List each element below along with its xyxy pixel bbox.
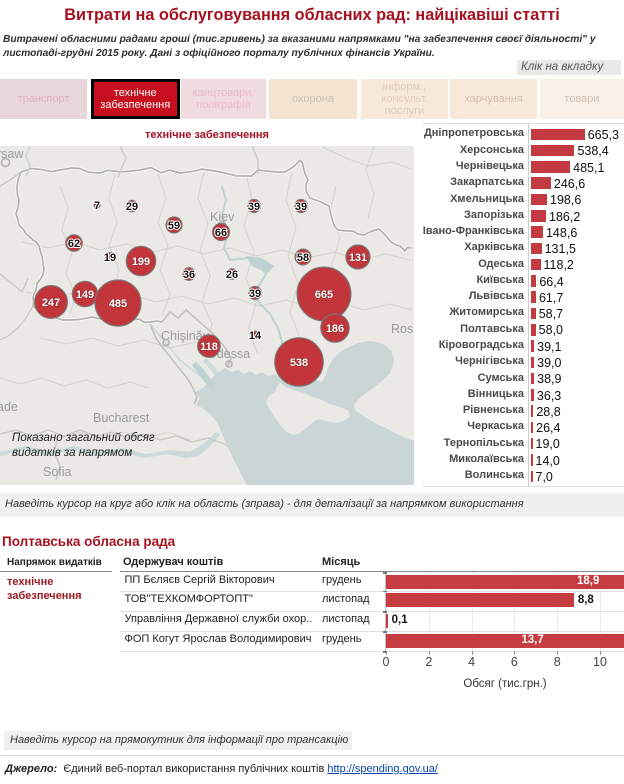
svg-text:Показано загальний обсяг: Показано загальний обсяг (12, 432, 155, 444)
svg-text:59: 59 (168, 220, 180, 232)
svg-text:131: 131 (349, 252, 367, 264)
svg-text:39: 39 (249, 288, 261, 300)
svg-text:199: 199 (132, 256, 150, 268)
svg-text:rsaw: rsaw (0, 147, 24, 161)
svg-text:Chişinău: Chişinău (161, 329, 210, 343)
svg-text:29: 29 (126, 201, 138, 213)
svg-text:Bucharest: Bucharest (93, 411, 150, 425)
svg-text:186: 186 (326, 323, 344, 335)
svg-text:Ros: Ros (391, 322, 413, 336)
svg-text:149: 149 (76, 289, 94, 301)
svg-text:36: 36 (183, 269, 195, 281)
svg-text:62: 62 (68, 238, 80, 250)
svg-text:485: 485 (109, 298, 127, 310)
svg-text:538: 538 (290, 357, 308, 369)
svg-text:58: 58 (297, 252, 309, 264)
svg-text:видатків за напрямом: видатків за напрямом (12, 447, 132, 459)
svg-text:665: 665 (315, 289, 333, 301)
svg-text:14: 14 (249, 330, 262, 342)
svg-text:Kiev: Kiev (210, 210, 235, 224)
svg-text:247: 247 (42, 297, 60, 309)
svg-text:39: 39 (248, 201, 260, 213)
svg-text:118: 118 (200, 341, 218, 353)
svg-text:26: 26 (226, 269, 238, 281)
svg-text:ade: ade (0, 400, 18, 414)
svg-text:66: 66 (215, 227, 227, 239)
svg-text:39: 39 (295, 201, 307, 213)
svg-text:Sofia: Sofia (43, 465, 72, 479)
svg-text:19: 19 (104, 252, 116, 264)
svg-text:7: 7 (94, 200, 100, 212)
